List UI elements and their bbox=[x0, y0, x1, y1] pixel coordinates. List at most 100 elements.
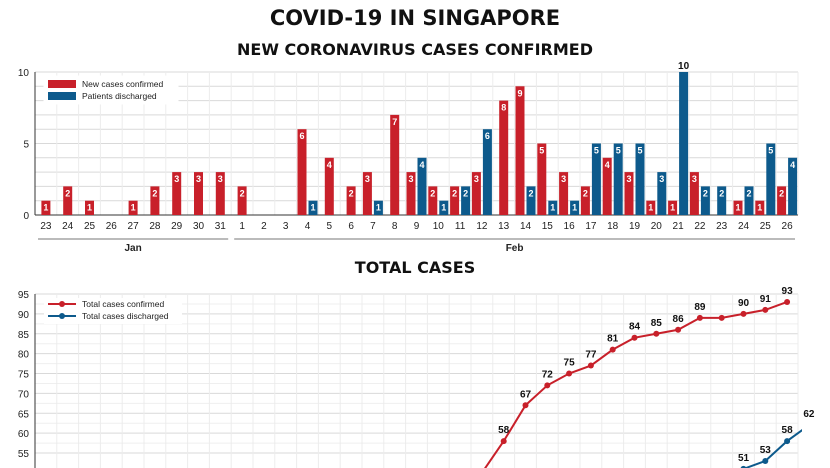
point-label-discharged: 58 bbox=[782, 425, 794, 436]
bar-confirmed-value: 7 bbox=[392, 117, 397, 127]
bar-x-tick-label: 15 bbox=[542, 221, 554, 232]
bar-confirmed-value: 3 bbox=[196, 174, 201, 184]
bar-x-tick-label: 9 bbox=[414, 221, 420, 232]
bar-confirmed bbox=[63, 186, 73, 215]
point-label-confirmed: 85 bbox=[651, 318, 663, 329]
bar-confirmed-value: 3 bbox=[218, 174, 223, 184]
bar-x-tick-label: 16 bbox=[564, 221, 576, 232]
point-discharged bbox=[784, 438, 791, 445]
bar-discharged-value: 5 bbox=[594, 146, 599, 156]
bar-confirmed-value: 2 bbox=[152, 188, 157, 198]
bar-confirmed bbox=[297, 129, 307, 215]
bar-discharged bbox=[570, 200, 580, 215]
bar-confirmed-value: 6 bbox=[299, 131, 304, 141]
bar-x-tick-label: 31 bbox=[215, 221, 227, 232]
point-label-confirmed: 81 bbox=[607, 334, 619, 345]
point-confirmed bbox=[500, 438, 507, 445]
bar-y-tick-label: 10 bbox=[18, 68, 30, 79]
point-confirmed bbox=[566, 370, 573, 377]
bar-x-tick-label: 14 bbox=[520, 221, 532, 232]
bar-confirmed bbox=[237, 186, 247, 215]
bar-discharged-value: 5 bbox=[637, 146, 642, 156]
point-label-confirmed: 90 bbox=[738, 298, 750, 309]
point-confirmed bbox=[718, 314, 725, 321]
bar-x-tick-label: 25 bbox=[84, 221, 96, 232]
bar-discharged bbox=[461, 186, 471, 215]
bar-x-tick-label: 23 bbox=[40, 221, 52, 232]
bar-x-tick-label: 2 bbox=[261, 221, 267, 232]
bar-confirmed-value: 2 bbox=[452, 188, 457, 198]
line-y-tick-label: 60 bbox=[18, 429, 30, 440]
bar-x-tick-label: 27 bbox=[128, 221, 140, 232]
point-confirmed bbox=[522, 402, 529, 409]
bar-confirmed bbox=[471, 172, 481, 215]
bar-discharged-value: 3 bbox=[659, 174, 664, 184]
point-label-confirmed: 67 bbox=[520, 389, 532, 400]
bar-confirmed-value: 4 bbox=[327, 160, 332, 170]
line-legend-box bbox=[44, 298, 182, 324]
bar-discharged-value: 5 bbox=[616, 146, 621, 156]
point-confirmed bbox=[544, 382, 551, 389]
bar-confirmed-value: 3 bbox=[365, 174, 370, 184]
bar-confirmed-value: 3 bbox=[626, 174, 631, 184]
bar-confirmed bbox=[499, 100, 509, 215]
bar-x-tick-label: 24 bbox=[738, 221, 750, 232]
bar-x-tick-label: 8 bbox=[392, 221, 398, 232]
bar-confirmed bbox=[777, 186, 787, 215]
bar-discharged-value: 2 bbox=[528, 188, 533, 198]
legend-swatch-confirmed bbox=[48, 80, 76, 88]
bar-confirmed bbox=[150, 186, 160, 215]
point-confirmed bbox=[609, 346, 616, 353]
bar-confirmed bbox=[755, 200, 765, 215]
bar-discharged-value: 2 bbox=[719, 188, 724, 198]
bar-confirmed-value: 3 bbox=[474, 174, 479, 184]
bar-confirmed-value: 1 bbox=[43, 203, 48, 213]
bar-discharged-value: 1 bbox=[376, 203, 381, 213]
bar-confirmed-value: 8 bbox=[501, 103, 506, 113]
bar-confirmed bbox=[406, 172, 416, 215]
point-label-confirmed: 93 bbox=[782, 286, 794, 297]
bar-discharged bbox=[635, 143, 645, 215]
bar-discharged bbox=[308, 200, 318, 215]
bar-x-tick-label: 29 bbox=[171, 221, 183, 232]
bar-confirmed bbox=[324, 157, 334, 215]
bar-confirmed-value: 1 bbox=[87, 203, 92, 213]
bar-confirmed bbox=[515, 86, 525, 215]
bar-x-tick-label: 30 bbox=[193, 221, 205, 232]
bar-confirmed-value: 3 bbox=[174, 174, 179, 184]
bar-discharged bbox=[788, 157, 798, 215]
month-label: Feb bbox=[506, 243, 524, 254]
bar-discharged-value: 1 bbox=[441, 203, 446, 213]
line-y-tick-label: 95 bbox=[18, 290, 30, 301]
point-label-confirmed: 89 bbox=[694, 302, 706, 313]
bar-confirmed bbox=[559, 172, 569, 215]
bar-x-tick-label: 7 bbox=[370, 221, 376, 232]
line-y-tick-label: 75 bbox=[18, 370, 30, 381]
month-label: Jan bbox=[124, 243, 141, 254]
bar-confirmed bbox=[733, 200, 743, 215]
bar-discharged-value: 2 bbox=[703, 188, 708, 198]
bar-discharged bbox=[717, 186, 727, 215]
bar-discharged-value: 1 bbox=[310, 203, 315, 213]
point-label-confirmed: 75 bbox=[564, 358, 576, 369]
bar-x-tick-label: 4 bbox=[305, 221, 311, 232]
point-confirmed bbox=[762, 306, 769, 313]
bar-discharged bbox=[744, 186, 754, 215]
point-label-confirmed: 58 bbox=[498, 425, 510, 436]
bar-x-tick-label: 23 bbox=[716, 221, 728, 232]
line-y-tick-label: 55 bbox=[18, 449, 30, 460]
bar-confirmed-value: 5 bbox=[539, 146, 544, 156]
line-y-tick-label: 85 bbox=[18, 330, 30, 341]
bar-confirmed bbox=[428, 186, 438, 215]
point-label-confirmed: 72 bbox=[542, 369, 554, 380]
line-y-tick-label: 90 bbox=[18, 310, 30, 321]
point-label-discharged: 62 bbox=[803, 409, 815, 420]
point-confirmed bbox=[740, 310, 747, 317]
bar-confirmed-value: 9 bbox=[517, 88, 522, 98]
point-confirmed bbox=[696, 314, 703, 321]
point-discharged bbox=[762, 457, 769, 464]
bar-confirmed bbox=[602, 157, 612, 215]
bar-confirmed-value: 1 bbox=[648, 203, 653, 213]
bar-discharged bbox=[591, 143, 601, 215]
bar-confirmed bbox=[668, 200, 678, 215]
